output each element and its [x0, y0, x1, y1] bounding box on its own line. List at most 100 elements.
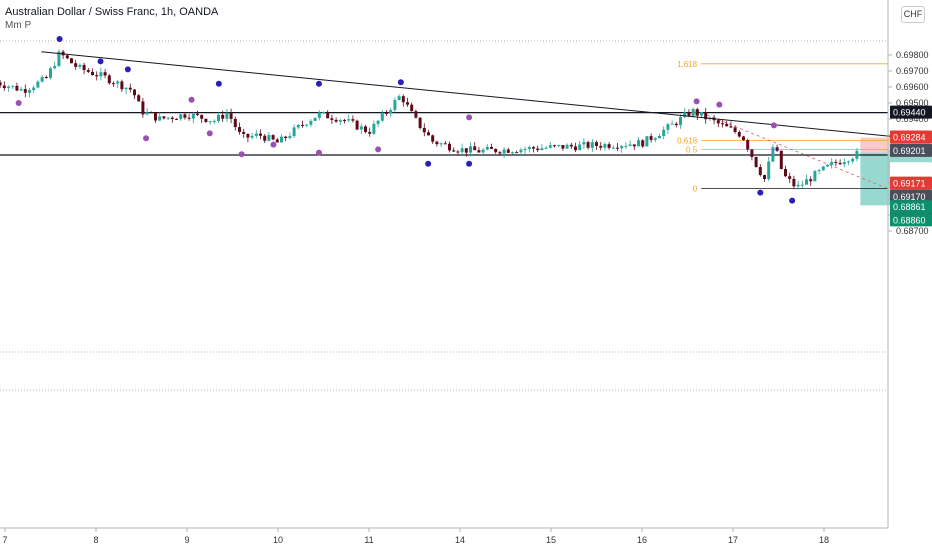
- candle-body: [796, 184, 800, 187]
- candle-body: [565, 144, 569, 149]
- candle-body: [288, 136, 292, 139]
- candle-body: [292, 127, 296, 137]
- y-tick-label: 0.69800: [896, 50, 929, 60]
- candle-body: [133, 89, 136, 96]
- candle-body: [15, 85, 19, 91]
- candle-body: [78, 64, 82, 67]
- candle-body: [788, 176, 792, 179]
- pivot-high-marker: [716, 101, 723, 108]
- candle-body: [280, 136, 283, 143]
- pivot-high-marker: [315, 80, 322, 87]
- candle-body: [338, 119, 342, 122]
- candle-body: [511, 152, 514, 154]
- candle-body: [250, 135, 254, 138]
- candle-body: [632, 144, 636, 147]
- candle-body: [406, 102, 409, 105]
- candle-body: [847, 161, 850, 163]
- candle-body: [670, 123, 674, 125]
- candle-body: [389, 109, 393, 114]
- candle-body: [284, 136, 288, 139]
- currency-button[interactable]: CHF: [901, 6, 925, 23]
- candle-body: [385, 112, 388, 114]
- candle-body: [838, 162, 842, 165]
- candle-body: [775, 147, 779, 151]
- candle-body: [364, 126, 367, 132]
- candle-body: [666, 124, 670, 130]
- candle-body: [687, 112, 691, 116]
- candle-body: [187, 117, 191, 119]
- candle-body: [603, 144, 607, 148]
- candle-body: [729, 126, 733, 128]
- y-tick-label: 0.68700: [896, 226, 929, 236]
- price-badge-label: 0.69440: [893, 108, 926, 118]
- candle-body: [343, 119, 346, 121]
- candle-body: [737, 131, 741, 137]
- candle-body: [641, 140, 645, 147]
- candle-body: [259, 133, 262, 136]
- fib-level-label: 1: [693, 109, 698, 118]
- candle-body: [674, 123, 678, 126]
- y-tick-label: 0.69400: [896, 114, 929, 124]
- candle-body: [679, 117, 682, 126]
- candle-body: [779, 150, 783, 169]
- candle-body: [32, 87, 36, 91]
- pivot-high-marker: [188, 96, 195, 103]
- candle-body: [721, 123, 724, 125]
- candle-body: [792, 178, 796, 187]
- pivot-high-marker: [97, 58, 104, 65]
- x-tick-label: 14: [455, 535, 465, 545]
- candle-body: [515, 152, 519, 154]
- candle-body: [821, 166, 825, 171]
- candle-body: [7, 86, 10, 89]
- candle-body: [191, 113, 195, 119]
- candle-body: [834, 161, 838, 163]
- candle-body: [456, 151, 460, 153]
- candle-body: [460, 148, 464, 153]
- candle-body: [57, 51, 61, 66]
- pivot-high-marker: [466, 114, 473, 121]
- candle-body: [439, 143, 443, 145]
- candle-body: [536, 148, 540, 151]
- candle-body: [624, 145, 628, 147]
- fib-level-label: 0: [693, 185, 698, 194]
- candle-body: [368, 131, 372, 134]
- candle-body: [372, 123, 376, 134]
- x-tick-label: 9: [184, 535, 189, 545]
- candle-body: [410, 104, 414, 112]
- candle-body: [376, 120, 380, 124]
- candle-body: [750, 149, 754, 157]
- candle-body: [82, 64, 86, 71]
- candle-body: [725, 123, 729, 127]
- candle-body: [137, 95, 141, 102]
- pivot-low-marker: [143, 135, 150, 142]
- candle-body: [754, 156, 758, 168]
- y-tick-label: 0.69700: [896, 66, 929, 76]
- fib-connector: [700, 112, 888, 189]
- candle-body: [86, 70, 90, 72]
- candle-body: [393, 100, 397, 110]
- candle-body: [662, 129, 666, 137]
- candle-body: [233, 118, 237, 128]
- candle-body: [95, 75, 99, 77]
- x-tick-label: 11: [364, 535, 373, 545]
- candle-body: [397, 96, 401, 101]
- candle-body: [716, 120, 720, 124]
- candle-body: [620, 146, 624, 149]
- candle-body: [540, 148, 544, 151]
- candle-body: [179, 114, 183, 119]
- candle-body: [607, 144, 611, 148]
- candle-body: [301, 124, 304, 126]
- pivot-high-marker: [693, 98, 700, 105]
- x-tick-label: 8: [93, 535, 98, 545]
- candle-body: [599, 145, 603, 148]
- x-tick-label: 10: [273, 535, 283, 545]
- price-badge-label: 0.69284: [893, 133, 926, 143]
- candle-body: [481, 149, 485, 153]
- candle-body: [784, 168, 787, 177]
- candle-body: [758, 167, 762, 176]
- candle-body: [53, 65, 57, 69]
- candle-body: [208, 121, 212, 123]
- candle-body: [238, 127, 241, 132]
- candle-body: [40, 77, 44, 82]
